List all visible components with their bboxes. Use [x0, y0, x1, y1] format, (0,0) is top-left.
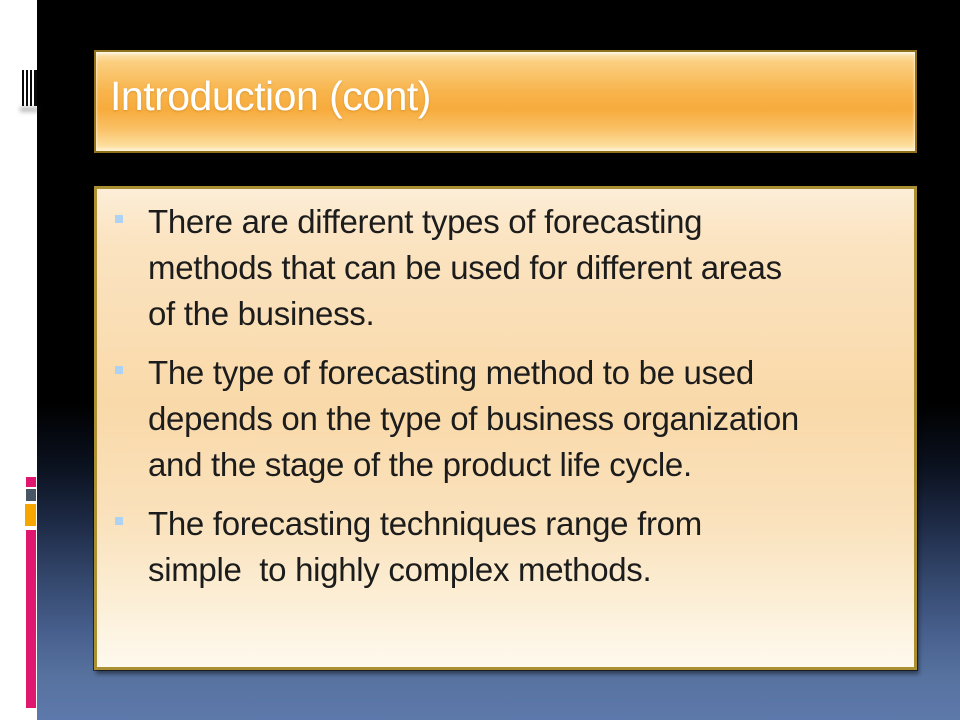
bullet-text-line: The forecasting techniques range from: [148, 505, 702, 542]
barcode-bar: [22, 70, 24, 106]
bullet-text-line: simple to highly complex methods.: [148, 551, 652, 588]
bullet-text-line: methods that can be used for different a…: [148, 249, 782, 286]
barcode-bar: [30, 70, 32, 106]
bullet-text-line: The type of forecasting method to be use…: [148, 354, 754, 391]
slide-content-box: There are different types of forecasting…: [94, 186, 917, 670]
slide-title-bar: Introduction (cont): [94, 50, 917, 153]
decoration-pink-bar: [26, 530, 36, 708]
barcode-bar: [34, 70, 37, 106]
bullet-item: The type of forecasting method to be use…: [97, 350, 906, 488]
decoration-amber-block: [25, 504, 36, 526]
bullet-text-line: There are different types of forecasting: [148, 203, 703, 240]
barcode-bar: [26, 70, 28, 106]
barcode-shadow: [20, 107, 38, 112]
bullet-text-line: of the business.: [148, 295, 375, 332]
bullet-text-line: depends on the type of business organiza…: [148, 400, 799, 437]
bullet-text-line: and the stage of the product life cycle.: [148, 446, 692, 483]
bullet-item: There are different types of forecasting…: [97, 199, 906, 337]
bullet-square-icon: [115, 366, 123, 374]
slide-title: Introduction (cont): [110, 73, 431, 119]
bullet-item: The forecasting techniques range from si…: [97, 501, 906, 593]
barcode-decoration-icon: [22, 70, 37, 106]
decoration-gray-square: [26, 489, 36, 501]
bullet-square-icon: [115, 215, 123, 223]
decoration-pink-square: [26, 477, 36, 487]
bullet-square-icon: [115, 517, 123, 525]
bullet-list: There are different types of forecasting…: [97, 189, 914, 593]
